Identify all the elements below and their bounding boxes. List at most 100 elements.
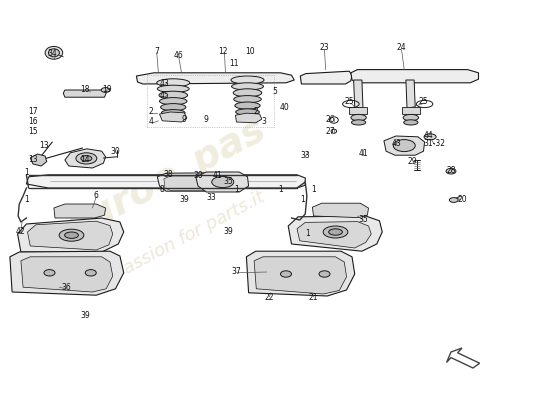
Text: 5: 5 xyxy=(273,88,277,96)
Text: 45: 45 xyxy=(160,92,170,100)
Polygon shape xyxy=(160,112,187,122)
Ellipse shape xyxy=(234,96,261,103)
Polygon shape xyxy=(65,149,106,168)
Text: 1: 1 xyxy=(24,168,29,176)
Ellipse shape xyxy=(424,134,436,140)
Text: 30: 30 xyxy=(193,172,203,180)
Text: 9: 9 xyxy=(182,116,186,124)
Text: 37: 37 xyxy=(232,268,241,276)
Text: 1: 1 xyxy=(306,230,310,238)
Ellipse shape xyxy=(101,88,110,92)
Text: 13: 13 xyxy=(28,156,38,164)
Polygon shape xyxy=(136,73,294,84)
Text: 43: 43 xyxy=(391,140,401,148)
Circle shape xyxy=(48,49,59,57)
Ellipse shape xyxy=(81,156,92,161)
Text: 1: 1 xyxy=(311,186,316,194)
Ellipse shape xyxy=(160,98,187,105)
Text: 1: 1 xyxy=(278,186,283,194)
Text: 40: 40 xyxy=(280,104,290,112)
Text: 25: 25 xyxy=(419,98,428,106)
Bar xyxy=(147,75,274,127)
Ellipse shape xyxy=(65,232,78,238)
Text: 10: 10 xyxy=(245,48,255,56)
Text: 6: 6 xyxy=(94,192,98,200)
Text: 41: 41 xyxy=(358,150,368,158)
Text: 31-32: 31-32 xyxy=(424,140,446,148)
Text: 35: 35 xyxy=(223,177,233,186)
Text: 22: 22 xyxy=(265,294,274,302)
Text: 44: 44 xyxy=(424,132,434,140)
Ellipse shape xyxy=(393,140,415,152)
Text: 16: 16 xyxy=(28,118,38,126)
Text: euroo_pas: euroo_pas xyxy=(57,111,273,249)
Text: 27: 27 xyxy=(325,127,335,136)
Text: 14: 14 xyxy=(80,156,90,164)
Text: 4: 4 xyxy=(149,118,153,126)
Ellipse shape xyxy=(351,114,366,121)
Text: 33: 33 xyxy=(300,152,310,160)
Polygon shape xyxy=(354,80,363,108)
Text: 26: 26 xyxy=(325,116,335,124)
Polygon shape xyxy=(447,348,480,368)
Ellipse shape xyxy=(449,198,458,202)
Polygon shape xyxy=(54,204,106,218)
Text: 18: 18 xyxy=(80,86,90,94)
Text: 3: 3 xyxy=(262,118,266,126)
Text: 8: 8 xyxy=(160,186,164,194)
Text: 42: 42 xyxy=(16,228,26,236)
Ellipse shape xyxy=(59,229,84,241)
Ellipse shape xyxy=(85,270,96,276)
Polygon shape xyxy=(254,257,346,294)
Text: 24: 24 xyxy=(397,44,406,52)
Polygon shape xyxy=(63,90,106,97)
Text: 39: 39 xyxy=(223,228,233,236)
Text: 33: 33 xyxy=(207,193,217,202)
Text: 28: 28 xyxy=(446,166,456,174)
Polygon shape xyxy=(402,107,420,114)
Text: 13: 13 xyxy=(39,142,49,150)
Text: 23: 23 xyxy=(320,44,329,52)
Polygon shape xyxy=(349,107,367,114)
Text: 29: 29 xyxy=(408,158,417,166)
Ellipse shape xyxy=(446,168,456,174)
Polygon shape xyxy=(246,251,355,296)
Text: 36: 36 xyxy=(61,284,71,292)
Text: 39: 39 xyxy=(80,312,90,320)
Text: a passion for parts.it: a passion for parts.it xyxy=(96,188,267,292)
Text: 12: 12 xyxy=(218,48,228,56)
Polygon shape xyxy=(164,176,218,190)
Text: 17: 17 xyxy=(28,108,38,116)
Ellipse shape xyxy=(329,229,342,235)
Ellipse shape xyxy=(403,114,419,121)
Ellipse shape xyxy=(280,271,292,277)
Text: 15: 15 xyxy=(28,128,38,136)
Text: 21: 21 xyxy=(309,294,318,302)
Text: 25: 25 xyxy=(344,98,354,106)
Ellipse shape xyxy=(76,153,97,164)
Text: 38: 38 xyxy=(163,170,173,178)
Polygon shape xyxy=(288,216,382,251)
Ellipse shape xyxy=(351,120,366,125)
Ellipse shape xyxy=(323,226,348,238)
Text: 41: 41 xyxy=(212,171,222,180)
Polygon shape xyxy=(312,203,368,218)
Text: 9: 9 xyxy=(204,116,208,124)
Polygon shape xyxy=(28,221,113,250)
Ellipse shape xyxy=(162,110,185,116)
Text: 7: 7 xyxy=(155,48,159,56)
Text: 2: 2 xyxy=(254,108,258,116)
Ellipse shape xyxy=(235,102,260,109)
Text: 30: 30 xyxy=(111,148,120,156)
Ellipse shape xyxy=(319,271,330,277)
Polygon shape xyxy=(10,251,124,295)
Ellipse shape xyxy=(159,91,188,99)
Ellipse shape xyxy=(233,89,262,97)
Text: 11: 11 xyxy=(229,60,239,68)
Ellipse shape xyxy=(212,176,234,188)
Text: 2: 2 xyxy=(149,108,153,116)
Ellipse shape xyxy=(157,79,190,87)
Ellipse shape xyxy=(236,109,260,115)
Text: 1: 1 xyxy=(234,186,239,194)
Text: 39: 39 xyxy=(179,196,189,204)
